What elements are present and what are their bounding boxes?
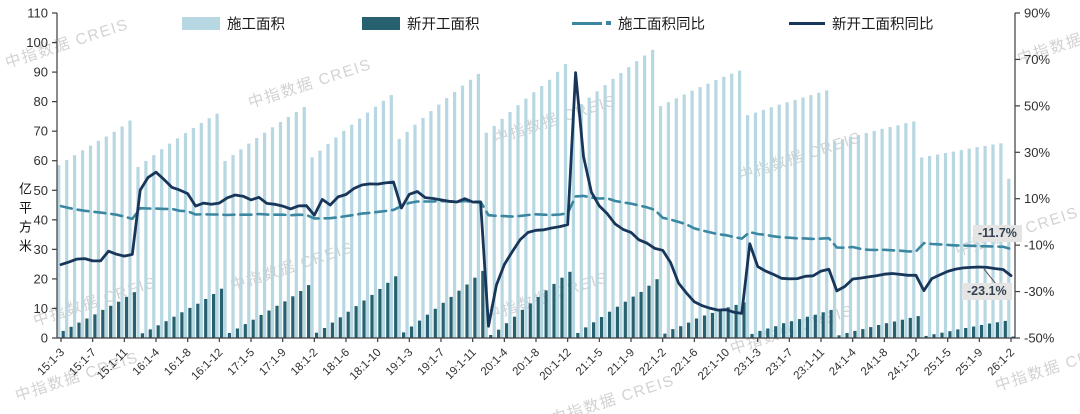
construction-yoy-end-label: -11.7% [973,225,1022,242]
svg-text:90: 90 [34,65,48,80]
svg-text:70: 70 [34,124,48,139]
legend-label-new-starts-area: 新开工面积 [407,16,480,33]
svg-text:20: 20 [34,271,48,286]
left-axis-unit-label: 亿平方米 [17,182,32,258]
legend-item-new-starts-area: 新开工面积 [362,14,480,33]
bar-series [61,270,1015,339]
svg-text:18:1-2: 18:1-2 [289,347,321,379]
svg-text:18:1-10: 18:1-10 [348,347,384,383]
svg-text:21:1-5: 21:1-5 [574,347,606,379]
svg-text:15:1-3: 15:1-3 [36,347,68,379]
svg-text:26:1-2: 26:1-2 [986,347,1018,379]
new-starts-yoy-end-label: -23.1% [962,283,1012,300]
svg-text:60: 60 [34,153,48,168]
svg-text:50%: 50% [1024,98,1050,113]
solid-line-icon [789,21,825,25]
right-axis-labels: -50% -30% -10% 10% 30% 50% 70% 90% [1024,6,1055,346]
svg-text:20:1-12: 20:1-12 [538,347,574,383]
svg-text:15:1-11: 15:1-11 [95,347,130,382]
svg-text:17:1-9: 17:1-9 [257,347,289,379]
x-axis-labels: 15:1-3 15:1-715:1-11 16:1-4 16:1-816:1-12 17… [36,346,1018,382]
svg-text:20:1-4: 20:1-4 [479,346,511,378]
left-axis-labels: 0 10 20 30 40 50 60 70 80 90 100 110 [26,6,48,346]
axis-frame [52,12,1020,342]
svg-text:70%: 70% [1024,52,1050,67]
svg-text:22:1-10: 22:1-10 [696,347,732,383]
svg-text:19:1-11: 19:1-11 [443,347,478,382]
svg-text:17:1-5: 17:1-5 [226,347,258,379]
svg-text:23:1-3: 23:1-3 [732,347,764,379]
svg-text:22:1-2: 22:1-2 [637,347,669,379]
legend-label-construction-area: 施工面积 [227,16,285,33]
svg-text:-10%: -10% [1024,238,1055,253]
svg-text:16:1-12: 16:1-12 [189,347,225,383]
legend-item-construction-yoy: 施工面积同比 [572,14,705,33]
construction-area-swatch [182,16,220,30]
svg-text:25:1-9: 25:1-9 [954,347,986,379]
svg-text:10%: 10% [1024,191,1050,206]
svg-text:10: 10 [34,301,48,316]
svg-text:50: 50 [34,183,48,198]
svg-text:16:1-4: 16:1-4 [131,346,163,378]
legend-item-construction-area: 施工面积 [182,14,285,33]
svg-text:23:1-11: 23:1-11 [792,347,827,382]
svg-text:-30%: -30% [1024,284,1055,299]
legend-label-new-starts-yoy: 新开工面积同比 [832,16,934,33]
svg-text:80: 80 [34,94,48,109]
svg-text:30: 30 [34,242,48,257]
svg-text:19:1-3: 19:1-3 [384,347,416,379]
new-starts-area-swatch [362,16,400,30]
bar-series [57,49,1011,339]
svg-text:24:1-12: 24:1-12 [886,347,922,383]
annotation-leader-line [983,268,997,285]
line-series [59,71,1013,328]
legend-item-new-starts-yoy: 新开工面积同比 [789,14,934,33]
svg-text:90%: 90% [1024,6,1050,21]
svg-text:-50%: -50% [1024,331,1055,346]
svg-text:25:1-5: 25:1-5 [922,347,954,379]
svg-text:21:1-9: 21:1-9 [606,347,638,379]
svg-text:30%: 30% [1024,145,1050,160]
svg-text:110: 110 [27,6,48,21]
svg-text:100: 100 [26,35,48,50]
svg-text:24:1-4: 24:1-4 [827,346,859,378]
legend-label-construction-yoy: 施工面积同比 [618,16,705,33]
line-series [59,194,1013,253]
svg-text:40: 40 [34,212,48,227]
svg-text:0: 0 [41,331,48,346]
dashed-line-icon [572,21,611,25]
